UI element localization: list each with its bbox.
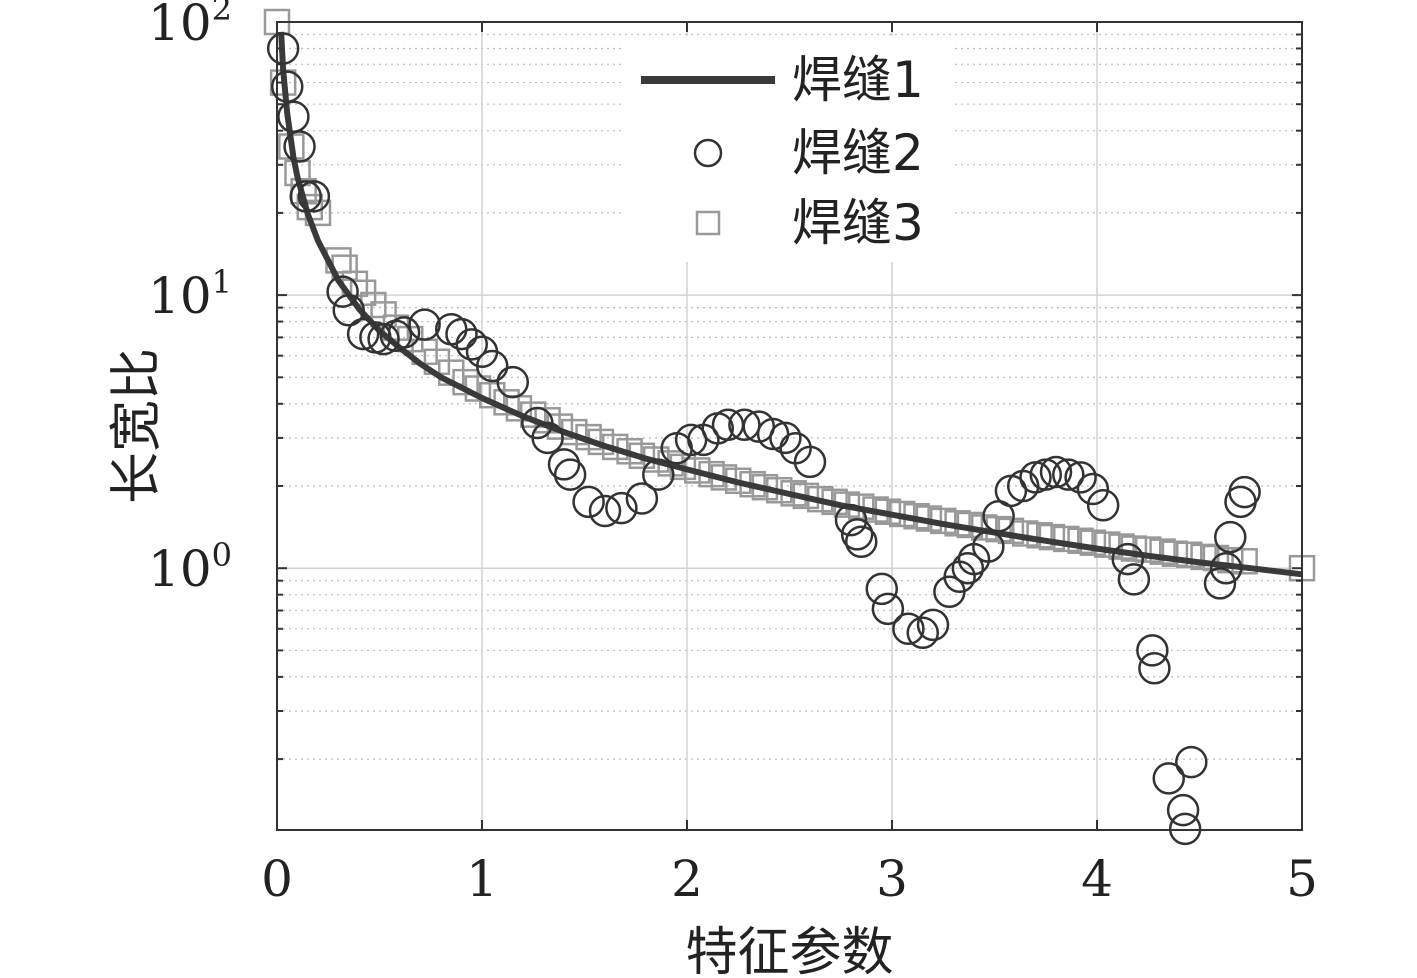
data-point-weld-2 [1086, 489, 1120, 522]
x-tick-label: 3 [876, 850, 908, 908]
data-point-weld-2 [1209, 551, 1243, 585]
data-point-weld-2 [728, 408, 761, 442]
data-point-weld-2 [1166, 793, 1200, 827]
x-tick-label: 0 [261, 850, 293, 908]
data-point-weld-2 [840, 518, 874, 551]
data-point-weld-2 [769, 421, 802, 455]
legend-marker-weld-2 [693, 138, 723, 168]
data-point-weld-2 [871, 592, 905, 626]
data-point-weld-2 [605, 491, 638, 525]
data-point-weld-2 [266, 32, 300, 65]
data-point-weld-2 [297, 180, 331, 213]
x-axis-label: 特征参数 [685, 923, 893, 978]
data-point-weld-2 [553, 458, 587, 491]
data-point-weld-2 [346, 317, 380, 351]
data-point-weld-2 [332, 294, 365, 327]
legend-background [625, 36, 955, 262]
legend-label-weld-3: 焊缝3 [792, 194, 924, 252]
legend-marker-weld-3 [695, 210, 721, 236]
data-point-weld-2 [834, 503, 868, 537]
data-point-weld-2 [283, 130, 316, 163]
data-point-weld-2 [865, 572, 898, 606]
y-tick-label: 101 [148, 263, 232, 325]
data-point-weld-2 [1138, 652, 1171, 685]
data-point-weld-2 [326, 275, 359, 308]
data-point-weld-2 [1214, 520, 1247, 554]
data-point-weld-2 [845, 525, 878, 558]
data-point-weld-2 [1175, 745, 1208, 779]
axis-ticks: 0 1 2 3 4 5 102 101 100 [148, 0, 1318, 908]
data-point-weld-2 [588, 494, 622, 528]
data-point-weld-2 [1152, 762, 1185, 795]
data-point-weld-2 [572, 485, 605, 519]
data-point-weld-2 [1228, 475, 1261, 509]
data-point-weld-2 [476, 349, 509, 383]
data-point-weld-2 [1117, 563, 1151, 596]
data-point-weld-3 [1120, 535, 1148, 562]
data-point-weld-2 [367, 322, 400, 356]
data-point-weld-2 [1111, 542, 1144, 576]
data-point-weld-2 [1076, 472, 1110, 506]
data-point-weld-3 [1094, 531, 1121, 558]
data-point-weld-2 [445, 317, 478, 351]
data-point-weld-2 [1168, 812, 1202, 846]
series-weld-2 [266, 32, 1261, 846]
y-axis-label: 长宽比 [107, 348, 167, 504]
data-point-weld-2 [1203, 567, 1237, 600]
plot-frame [276, 21, 1303, 831]
plot-series [263, 8, 1316, 846]
data-point-weld-2 [951, 551, 985, 585]
data-point-weld-3 [1053, 525, 1080, 553]
data-point-weld-2 [642, 458, 675, 491]
data-point-weld-2 [1064, 461, 1097, 494]
data-point-weld-2 [674, 423, 708, 457]
series-line-weld-1 [278, 31, 1303, 578]
data-point-weld-2 [892, 612, 925, 646]
y-tick-label: 100 [148, 536, 232, 598]
data-point-weld-3 [1231, 548, 1258, 575]
data-point-weld-3 [1161, 540, 1189, 567]
x-tick-label: 4 [1081, 850, 1113, 908]
legend-label-weld-2: 焊缝2 [792, 124, 924, 182]
legend-label-weld-1: 焊缝1 [792, 51, 924, 109]
legend: 焊缝1 焊缝2 焊缝3 [625, 36, 955, 262]
x-tick-label: 2 [671, 850, 703, 908]
series-weld-1 [278, 31, 1303, 578]
data-point-weld-2 [711, 408, 745, 442]
data-point-weld-2 [1052, 458, 1085, 491]
data-point-weld-2 [455, 328, 488, 361]
data-point-weld-2 [531, 421, 564, 455]
data-point-weld-2 [547, 448, 581, 481]
data-point-weld-3 [1079, 529, 1107, 556]
x-tick-label: 5 [1286, 850, 1318, 908]
data-point-weld-2 [387, 316, 421, 349]
data-point-weld-2 [972, 530, 1005, 563]
data-point-weld-2 [289, 180, 322, 213]
data-point-weld-2 [793, 445, 827, 479]
data-point-weld-2 [496, 365, 529, 399]
data-point-weld-2 [408, 308, 441, 341]
x-tick-label: 1 [466, 850, 498, 908]
data-point-weld-2 [906, 616, 939, 650]
data-point-weld-2 [271, 70, 304, 103]
y-tick-label: 102 [148, 0, 232, 52]
data-point-weld-3 [1135, 536, 1162, 563]
data-point-weld-3 [360, 291, 387, 319]
data-point-weld-2 [1039, 455, 1073, 489]
data-point-weld-2 [916, 608, 950, 642]
data-point-weld-2 [625, 482, 659, 515]
data-point-weld-2 [277, 100, 310, 133]
data-point-weld-2 [1136, 634, 1169, 667]
data-point-weld-3 [1176, 541, 1203, 569]
